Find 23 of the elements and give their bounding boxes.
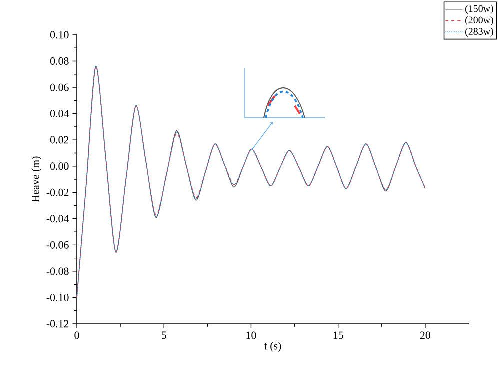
line-series [76, 66, 426, 298]
y-tick-label: 0.06 [50, 84, 69, 92]
y-tick-label: -0.10 [46, 294, 69, 302]
x-tick-label: 10 [246, 332, 256, 340]
y-tick-label: -0.02 [46, 188, 69, 196]
y-tick-label: 0.02 [50, 136, 69, 144]
y-tick-label: -0.12 [46, 320, 69, 328]
legend-label: (283w) [466, 28, 494, 37]
legend-label: (150w) [466, 5, 494, 14]
y-tick-label: 0.04 [50, 110, 70, 118]
x-tick-label: 15 [334, 332, 344, 340]
x-tick-label: 20 [420, 332, 431, 340]
x-tick-label: 5 [162, 332, 166, 340]
y-tick-label: -0.06 [46, 241, 69, 249]
y-tick-label: 0.10 [50, 31, 69, 39]
y-tick-label: 0.00 [50, 162, 69, 170]
y-axis-title: Heave (m) [32, 156, 42, 202]
y-tick-label: -0.08 [46, 268, 69, 276]
x-tick-label: 0 [74, 332, 80, 340]
x-axis-title: t (s) [264, 342, 282, 352]
y-tick-label: 0.08 [50, 58, 69, 65]
legend-label: (200w) [466, 16, 494, 26]
y-tick-label: -0.04 [46, 215, 70, 223]
